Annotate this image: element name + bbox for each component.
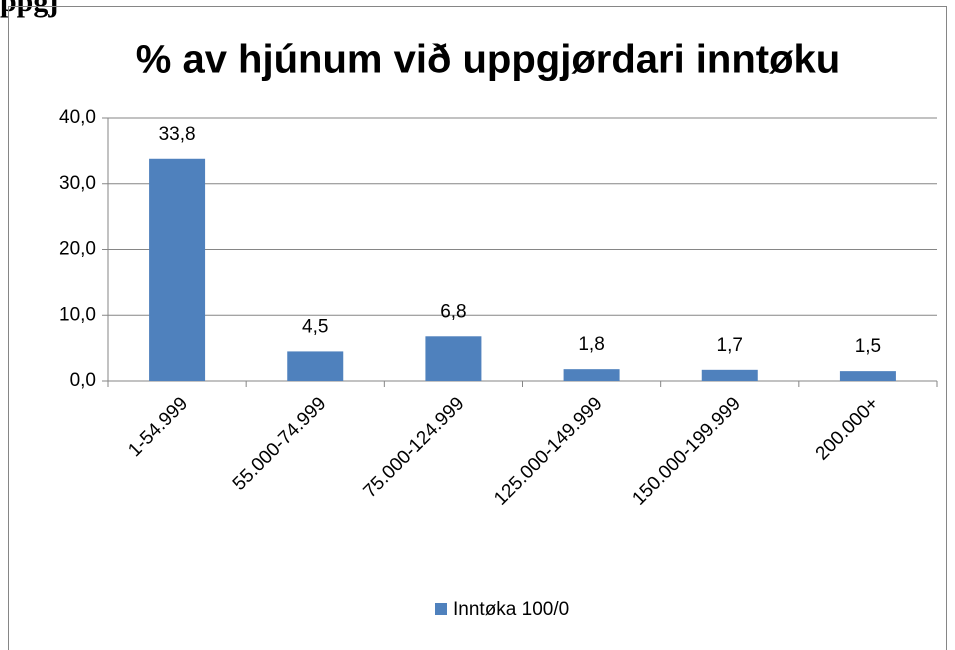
y-tick-label: 30,0 — [59, 173, 96, 194]
y-tick-label: 10,0 — [59, 304, 96, 325]
data-label: 1,7 — [717, 335, 743, 356]
x-tick-label: 55.000-74.999 — [229, 393, 331, 495]
chart-border — [8, 6, 947, 650]
bar — [149, 158, 206, 381]
data-label: 1,5 — [855, 336, 881, 357]
y-tick-label: 40,0 — [59, 107, 96, 128]
x-tick-label: 125.000-149.999 — [490, 393, 606, 509]
bar — [563, 369, 620, 381]
x-tick-label: 150.000-199.999 — [628, 393, 744, 509]
bar — [287, 351, 344, 381]
data-label: 4,5 — [302, 316, 328, 337]
legend-swatch — [435, 603, 447, 615]
x-tick-label: 200.000+ — [812, 393, 883, 464]
x-tick-label: 75.000-124.999 — [360, 393, 469, 502]
data-label: 6,8 — [440, 301, 466, 322]
legend-label: Inntøka 100/0 — [453, 599, 569, 620]
x-tick-label: 1-54.999 — [124, 393, 192, 461]
y-tick-label: 0,0 — [70, 370, 96, 391]
data-label: 33,8 — [159, 124, 196, 145]
chart-title: % av hjúnum við uppgjørdari inntøku — [136, 38, 840, 82]
page-heading: ppgj — [0, 0, 58, 18]
data-label: 1,8 — [578, 334, 604, 355]
bar — [839, 371, 896, 381]
y-tick-label: 20,0 — [59, 239, 96, 260]
bar — [701, 369, 758, 381]
bar — [425, 336, 482, 381]
